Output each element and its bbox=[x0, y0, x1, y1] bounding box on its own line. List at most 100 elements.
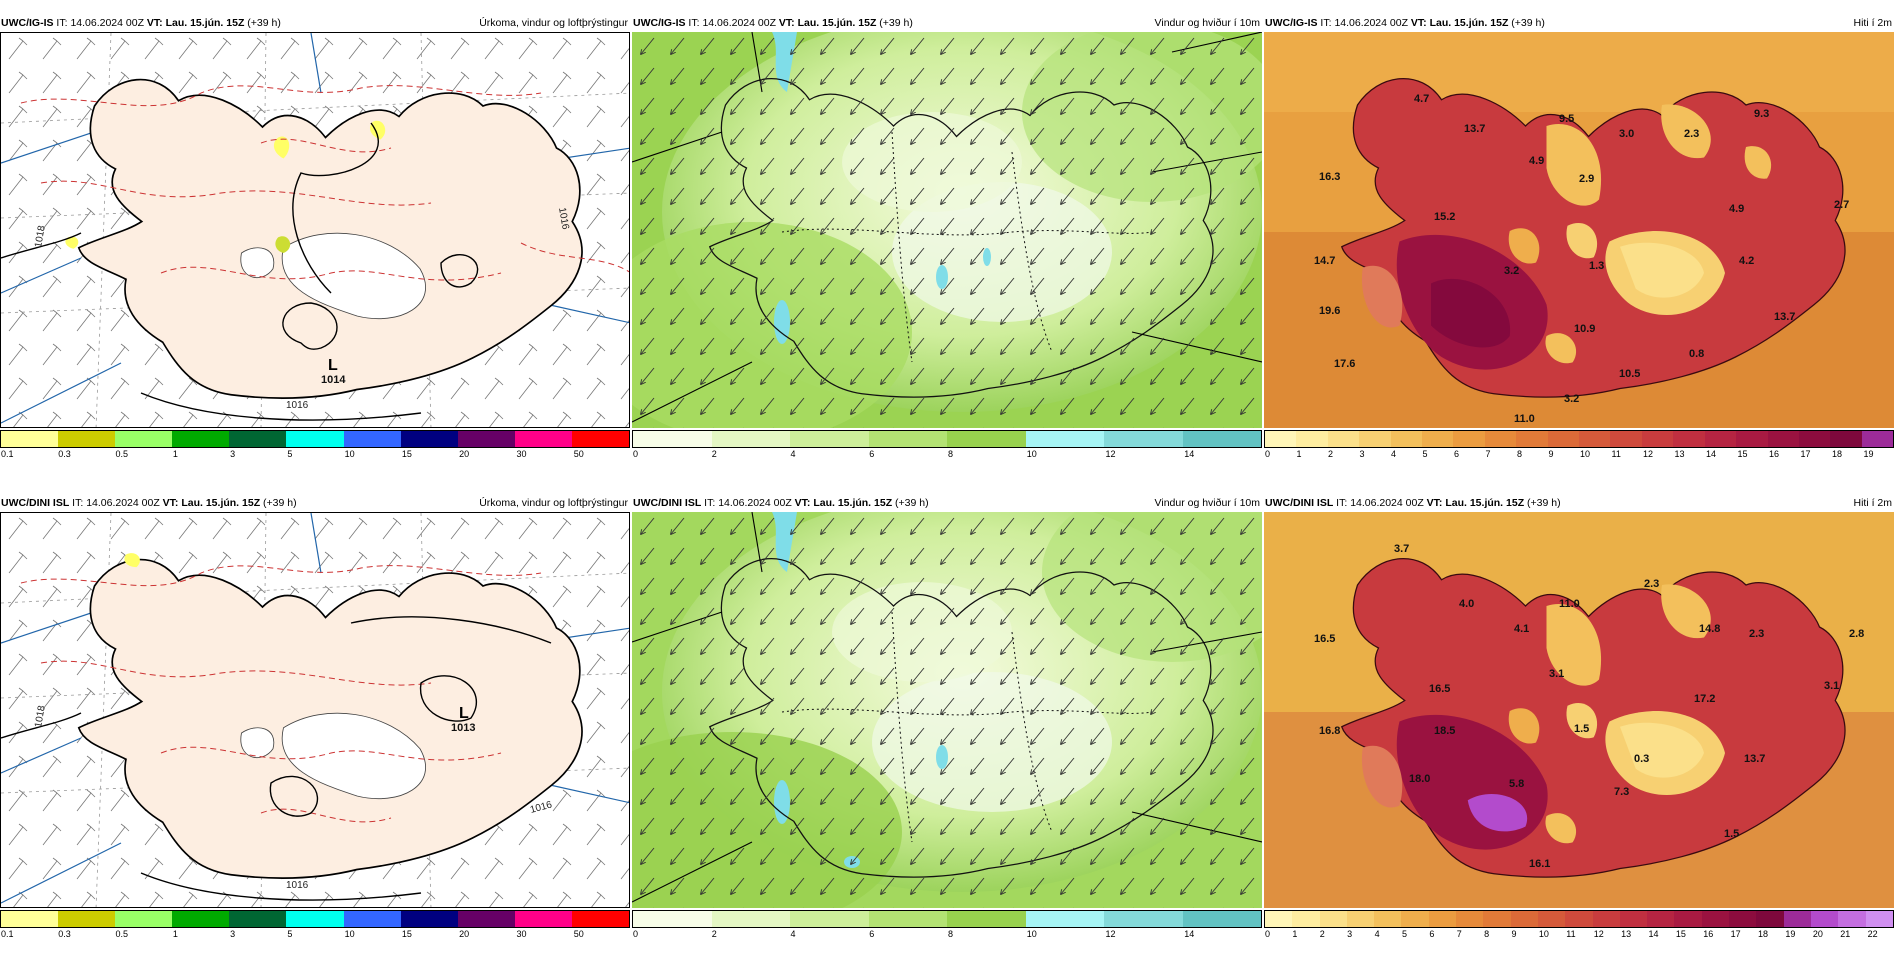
init-time: 14.06.2024 00Z bbox=[718, 497, 792, 509]
temperature-value-label: 2.8 bbox=[1849, 628, 1864, 640]
temperature-value-label: 0.8 bbox=[1689, 348, 1704, 360]
temp-swatch bbox=[1673, 431, 1705, 447]
temp-tick-label: 18 bbox=[1832, 449, 1843, 459]
wind-panel-row2: UWC/DINI ISL IT: 14.06.2024 00Z VT: Lau.… bbox=[632, 494, 1262, 954]
temperature-value-label: 3.1 bbox=[1824, 680, 1839, 692]
temp-swatch bbox=[1579, 431, 1611, 447]
precip-swatch bbox=[1, 911, 59, 927]
isobar-label: 1018 bbox=[33, 704, 48, 728]
temperature-value-label: 9.3 bbox=[1754, 108, 1769, 120]
wind-tick-label: 4 bbox=[790, 449, 796, 459]
precip-swatch bbox=[286, 431, 344, 447]
precip-swatch bbox=[343, 911, 401, 927]
wind-swatch bbox=[711, 431, 790, 447]
low-pressure-symbol: L bbox=[459, 705, 469, 722]
wind-tick-label: 14 bbox=[1184, 929, 1195, 939]
temp-tick-label: 0 bbox=[1265, 929, 1271, 939]
wind-tick-label: 2 bbox=[711, 449, 717, 459]
precip-tick-label: 30 bbox=[516, 929, 527, 939]
temperature-value-label: 9.5 bbox=[1559, 113, 1574, 125]
init-time: 14.06.2024 00Z bbox=[1350, 497, 1424, 509]
vt-label: VT: bbox=[1410, 17, 1427, 29]
temp-swatch bbox=[1510, 911, 1538, 927]
wind-swatch bbox=[1025, 911, 1104, 927]
temp-tick-label: 6 bbox=[1429, 929, 1435, 939]
temperature-value-label: 17.6 bbox=[1334, 358, 1355, 370]
temperature-value-label: 2.3 bbox=[1644, 578, 1659, 590]
panel-title: Vindur og hviður í 10m bbox=[1154, 497, 1260, 509]
wind-tick-label: 2 bbox=[711, 929, 717, 939]
temp-tick-label: 7 bbox=[1456, 929, 1462, 939]
temp-panel-row2: UWC/DINI ISL IT: 14.06.2024 00Z VT: Lau.… bbox=[1264, 494, 1894, 954]
temp-colorbar-ticks: 0 1 2 3 4 5 6 7 8 9 10 11 12 13 14 15 16 17 18 19 20 21 22 bbox=[1264, 928, 1894, 942]
temperature-value-label: 19.6 bbox=[1319, 305, 1340, 317]
wind-colorbar bbox=[632, 430, 1262, 448]
temp-colorbar bbox=[1264, 430, 1894, 448]
temp-tick-label: 11 bbox=[1611, 449, 1621, 459]
temperature-value-label: 3.2 bbox=[1504, 265, 1519, 277]
precip-swatch bbox=[400, 911, 458, 927]
vt-label: VT: bbox=[1426, 497, 1443, 509]
temp-swatch bbox=[1865, 911, 1893, 927]
temp-tick-label: 17 bbox=[1730, 929, 1741, 939]
model-name: UWC/DINI ISL bbox=[633, 497, 702, 509]
temp-panel-row1: UWC/IG-IS IT: 14.06.2024 00Z VT: Lau. 15… bbox=[1264, 14, 1894, 474]
precip-swatch bbox=[343, 431, 401, 447]
temp-tick-label: 19 bbox=[1785, 929, 1796, 939]
temp-swatch bbox=[1374, 911, 1402, 927]
temp-swatch bbox=[1359, 431, 1391, 447]
it-label: IT: bbox=[1320, 17, 1332, 29]
temperature-value-label: 1.3 bbox=[1589, 260, 1604, 272]
precip-tick-label: 5 bbox=[287, 449, 293, 459]
temp-swatch bbox=[1516, 431, 1548, 447]
wind-swatch bbox=[1182, 911, 1261, 927]
wind-tick-label: 0 bbox=[633, 449, 639, 459]
temperature-value-label: 13.7 bbox=[1464, 123, 1485, 135]
temp-tick-label: 3 bbox=[1359, 449, 1365, 459]
temperature-value-label: 4.9 bbox=[1729, 203, 1744, 215]
temperature-value-label: 11.0 bbox=[1559, 598, 1580, 610]
wind-tick-label: 0 bbox=[633, 929, 639, 939]
temperature-value-label: 1.5 bbox=[1574, 723, 1589, 735]
model-name: UWC/DINI ISL bbox=[1265, 497, 1334, 509]
temp-swatch bbox=[1729, 911, 1757, 927]
lead-time: (+39 h) bbox=[895, 497, 929, 509]
temp-swatch bbox=[1830, 431, 1862, 447]
temperature-value-label: 16.8 bbox=[1319, 725, 1340, 737]
precip-swatch bbox=[229, 911, 287, 927]
isobar-label: 1018 bbox=[33, 224, 48, 248]
temp-swatch bbox=[1547, 431, 1580, 447]
temp-tick-label: 20 bbox=[1812, 929, 1823, 939]
precip-swatch bbox=[115, 911, 173, 927]
temp-tick-label: 9 bbox=[1511, 929, 1517, 939]
temp-swatch bbox=[1292, 911, 1320, 927]
temp-swatch bbox=[1428, 911, 1457, 927]
init-time: 14.06.2024 00Z bbox=[70, 17, 144, 29]
precip-tick-label: 10 bbox=[344, 449, 355, 459]
precip-panel-row1: UWC/IG-IS IT: 14.06.2024 00Z VT: Lau. 15… bbox=[0, 14, 630, 474]
valid-time: Lau. 15.jún. 15Z bbox=[165, 17, 245, 29]
valid-time: Lau. 15.jún. 15Z bbox=[181, 497, 261, 509]
temp-swatch bbox=[1453, 431, 1485, 447]
wind-tick-label: 8 bbox=[948, 929, 954, 939]
precip-swatch bbox=[571, 431, 630, 447]
precip-colorbar bbox=[0, 430, 630, 448]
temp-swatch bbox=[1592, 911, 1620, 927]
temp-swatch bbox=[1422, 431, 1454, 447]
temp-swatch bbox=[1783, 911, 1811, 927]
wind-swatch bbox=[790, 431, 869, 447]
panel-title: Hiti í 2m bbox=[1853, 17, 1892, 29]
precip-tick-label: 0.5 bbox=[115, 449, 129, 459]
temp-swatch bbox=[1346, 911, 1375, 927]
precip-map: L 1013 1016 1018 1016 bbox=[0, 512, 630, 908]
temp-swatch bbox=[1565, 911, 1593, 927]
temp-tick-label: 11 bbox=[1566, 929, 1576, 939]
precip-tick-label: 50 bbox=[573, 449, 584, 459]
temp-tick-label: 2 bbox=[1319, 929, 1325, 939]
temp-tick-label: 18 bbox=[1758, 929, 1769, 939]
precip-swatch bbox=[457, 911, 515, 927]
wind-swatch bbox=[1104, 431, 1183, 447]
lead-time: (+39 h) bbox=[263, 497, 297, 509]
precip-tick-label: 3 bbox=[230, 929, 236, 939]
temp-tick-label: 21 bbox=[1840, 929, 1851, 939]
